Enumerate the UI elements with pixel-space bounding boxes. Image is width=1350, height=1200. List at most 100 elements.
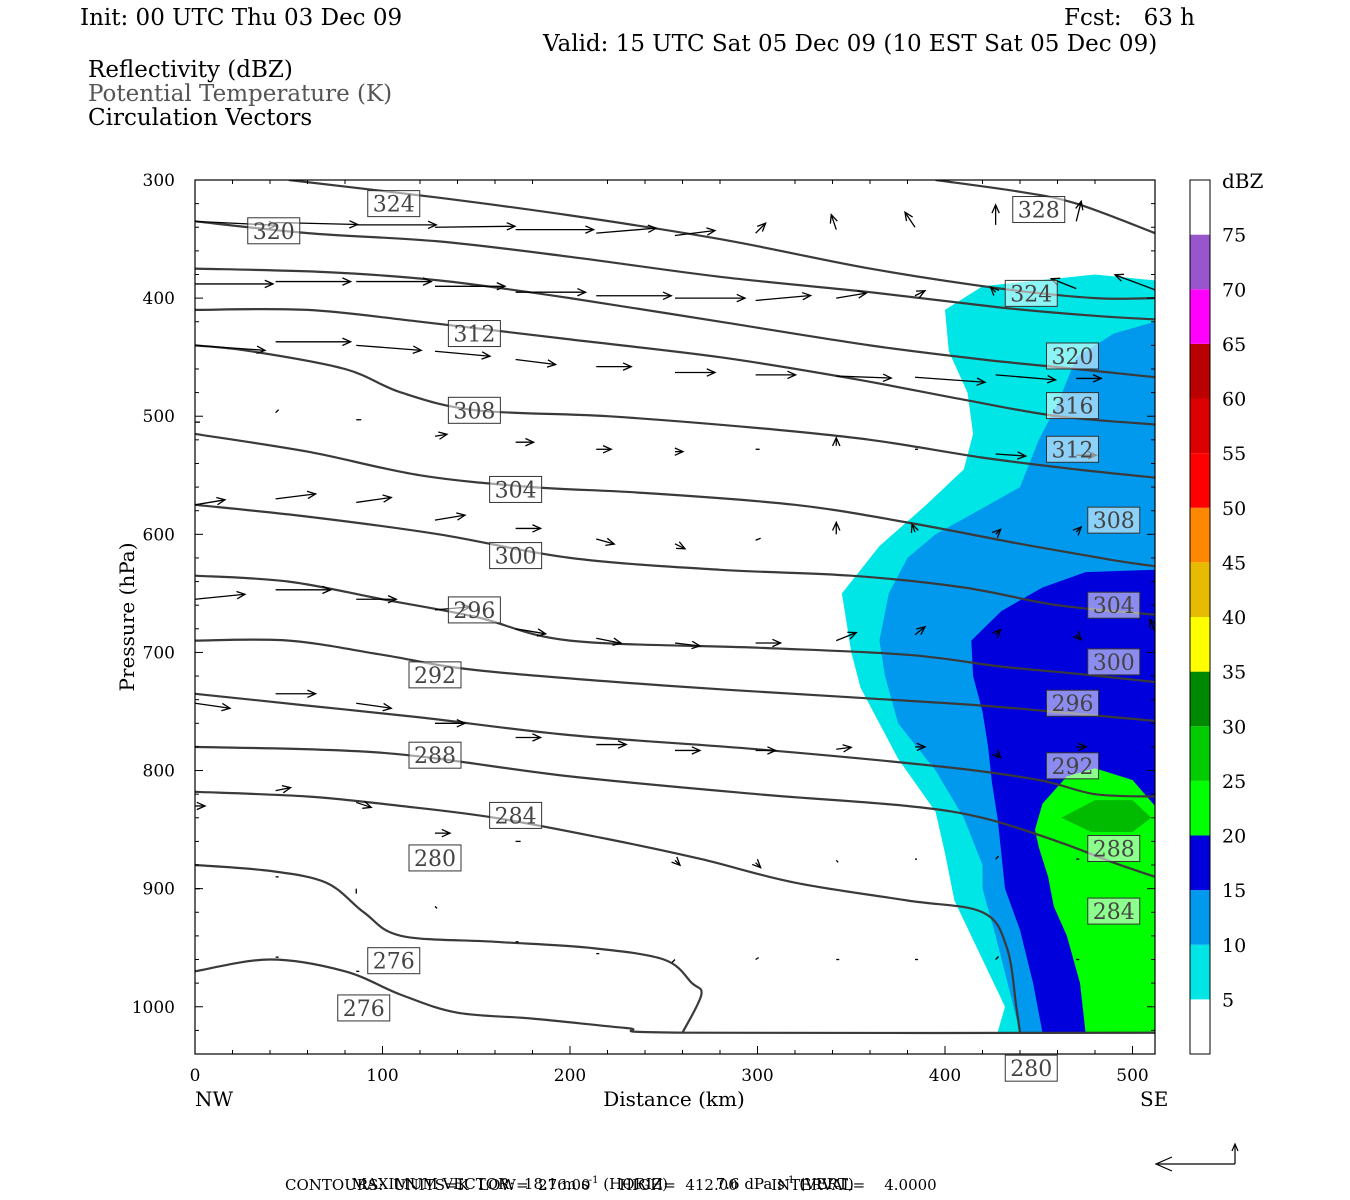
theta-contour-276 (195, 958, 1155, 1035)
max-vector-text-c: (VERT) (794, 1175, 854, 1193)
circulation-vector (515, 437, 536, 447)
circulation-vector (596, 224, 658, 234)
x-tick-label: 200 (554, 1066, 586, 1086)
circulation-vector (275, 409, 280, 414)
valid-time: Valid: 15 UTC Sat 05 Dec 09 (10 EST Sat … (543, 31, 1158, 57)
circulation-vector (1075, 199, 1084, 222)
colorbar-swatch (1190, 944, 1210, 1000)
circulation-vector (515, 287, 588, 297)
circulation-vector (995, 374, 1058, 384)
circulation-vector (1076, 742, 1088, 752)
circulation-vector (995, 956, 1000, 960)
theta-contour-304 (195, 432, 1155, 568)
x-end-label-nw: NW (195, 1087, 234, 1111)
circulation-vector (836, 631, 858, 642)
theta-contour-296 (195, 574, 1155, 684)
svg-text:288: 288 (1093, 837, 1135, 862)
colorbar-swatch (1190, 617, 1210, 672)
colorbar-swatch (1190, 835, 1210, 891)
svg-text:284: 284 (495, 804, 537, 829)
circulation-vector (995, 855, 1000, 860)
max-vector-text-a: MAXIMUM VECTOR: 18.1 m s (351, 1175, 589, 1193)
svg-text:276: 276 (373, 950, 415, 975)
x-axis-label: Distance (km) (603, 1087, 745, 1111)
contour-label-288: 288 (1087, 834, 1141, 862)
circulation-vector (356, 800, 373, 809)
colorbar-level-label: 5 (1222, 989, 1234, 1011)
circulation-vector (435, 828, 452, 838)
y-axis-label: Pressure (hPa) (115, 543, 139, 692)
circulation-vector (675, 293, 747, 303)
circulation-vector (195, 801, 207, 811)
circulation-vector (596, 291, 673, 301)
circulation-vector (835, 859, 839, 863)
contour-label-300: 300 (489, 542, 543, 570)
contour-label-308: 308 (1087, 506, 1141, 534)
contour-label-292: 292 (408, 661, 462, 689)
circulation-vector (675, 746, 702, 755)
circulation-vector (195, 702, 232, 712)
circulation-vector (356, 494, 393, 504)
reference-vector-icon (1154, 1142, 1239, 1172)
circulation-vector (671, 959, 676, 963)
colorbar-swatch (1190, 780, 1210, 836)
circulation-vector (755, 746, 778, 755)
theta-contour-312 (195, 307, 1155, 426)
colorbar-level-label: 30 (1222, 716, 1246, 738)
svg-text:324: 324 (1010, 282, 1052, 307)
x-tick-label: 300 (741, 1066, 773, 1086)
contour-label-328: 328 (1012, 196, 1066, 224)
max-vector-sup-a: -1 (588, 1175, 599, 1186)
svg-text:316: 316 (1052, 395, 1094, 420)
theta-contour-316 (195, 267, 1155, 379)
colorbar-swatch (1190, 234, 1210, 290)
contour-label-284: 284 (489, 801, 543, 829)
x-tick-label: 500 (1116, 1066, 1148, 1086)
colorbar-swatch (1190, 507, 1210, 563)
y-tick-label: 300 (143, 171, 175, 191)
circulation-vector (596, 362, 633, 371)
circulation-vector (515, 733, 543, 742)
field-label-potential-temperature: Potential Temperature (K) (88, 81, 393, 107)
circulation-vector (836, 290, 868, 299)
svg-text:292: 292 (1052, 755, 1094, 780)
circulation-vector (434, 905, 438, 909)
circulation-vector (435, 719, 467, 728)
theta-contour-300 (195, 503, 1155, 616)
svg-text:280: 280 (414, 847, 456, 872)
y-tick-label: 900 (143, 880, 175, 900)
circulation-vector (914, 376, 987, 386)
field-label-reflectivity: Reflectivity (dBZ) (88, 57, 293, 83)
contour-label-296: 296 (1046, 689, 1099, 717)
y-tick-label: 500 (143, 407, 175, 427)
circulation-vector (991, 528, 1002, 538)
x-tick-label: 100 (366, 1066, 398, 1086)
colorbar-swatch (1190, 180, 1210, 235)
svg-text:300: 300 (495, 545, 537, 570)
y-tick-label: 800 (143, 762, 175, 782)
circulation-vector (914, 625, 927, 636)
circulation-vector (675, 368, 717, 377)
circulation-vector (1072, 631, 1083, 641)
contour-label-320: 320 (1046, 342, 1099, 370)
circulation-vector (836, 744, 853, 753)
circulation-vector (434, 431, 449, 440)
svg-text:276: 276 (343, 997, 385, 1022)
svg-text:296: 296 (1052, 692, 1094, 717)
circulation-vector (751, 859, 762, 869)
circulation-vector (356, 277, 433, 286)
circulation-vector (275, 490, 318, 500)
circulation-vector (434, 350, 492, 360)
y-tick-label: 600 (143, 525, 175, 545)
circulation-vector (910, 522, 919, 533)
circulation-vector (831, 520, 841, 535)
circulation-vector (755, 956, 759, 961)
circulation-vector (596, 445, 613, 454)
colorbar-swatch (1190, 398, 1210, 454)
contour-label-280: 280 (408, 844, 462, 872)
circulation-vector (356, 595, 398, 604)
circulation-vector (671, 856, 682, 867)
y-tick-label: 700 (143, 643, 175, 663)
svg-text:308: 308 (453, 399, 495, 424)
circulation-vector (275, 277, 353, 286)
